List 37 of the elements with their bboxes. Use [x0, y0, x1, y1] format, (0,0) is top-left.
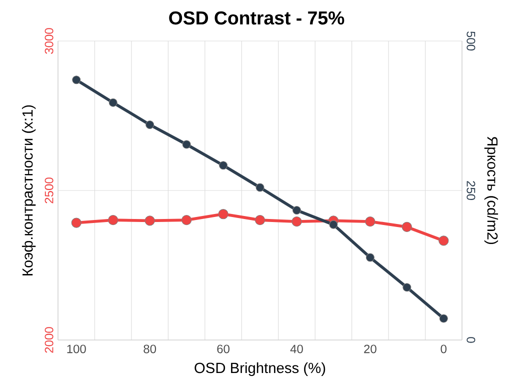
point — [439, 314, 448, 323]
x-tick-label: 60 — [217, 344, 230, 354]
x-tick-label: 20 — [364, 344, 376, 354]
chart-title: OSD Contrast - 75% — [169, 11, 344, 25]
x-tick-label: 40 — [290, 344, 303, 354]
x-tick-label: 0 — [440, 344, 447, 354]
point — [219, 161, 228, 170]
point — [402, 283, 412, 292]
point — [366, 253, 374, 262]
point — [72, 76, 81, 84]
point — [292, 216, 302, 227]
point — [108, 215, 118, 226]
y-tick-label: 2500 — [44, 178, 54, 204]
point — [438, 236, 449, 246]
point — [218, 209, 228, 220]
point — [256, 183, 264, 192]
point — [71, 218, 82, 228]
y2-tick-label: 0 — [466, 337, 476, 343]
point — [254, 215, 266, 226]
x-tick-label: 100 — [67, 344, 86, 354]
point — [108, 98, 118, 107]
y-axis-title: Коэф.контрастности (x:1) — [22, 105, 36, 276]
point — [292, 206, 302, 214]
point — [144, 216, 155, 226]
y2-axis-title: Яркость (cd/m2) — [484, 136, 498, 244]
point — [402, 222, 412, 232]
point — [181, 215, 192, 226]
x-tick-label: 80 — [144, 344, 156, 354]
point — [329, 220, 338, 229]
y2-tick-label: 500 — [466, 31, 476, 51]
point — [365, 216, 376, 227]
y2-tick-label: 250 — [466, 181, 476, 200]
y-tick-label: 3000 — [44, 28, 54, 54]
point — [146, 120, 154, 129]
y-tick-label: 2000 — [44, 327, 54, 353]
point — [182, 140, 191, 149]
x-axis-title: OSD Brightness (%) — [194, 362, 326, 376]
